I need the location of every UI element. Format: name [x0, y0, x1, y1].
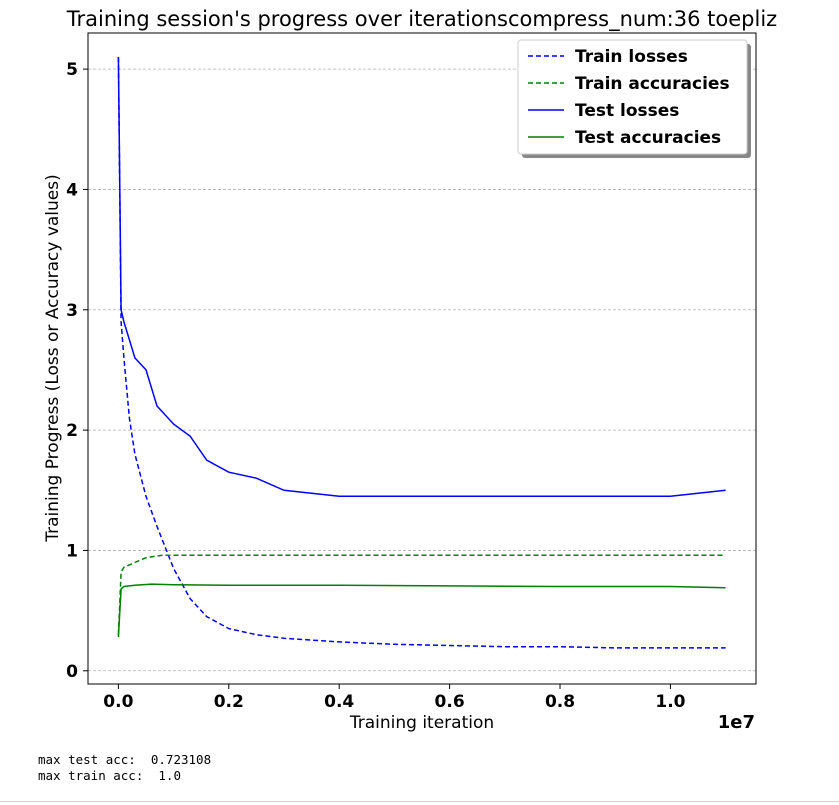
- max-test-acc-text: max test acc: 0.723108: [38, 752, 212, 767]
- y-tick-label: 2: [66, 421, 78, 441]
- legend-label: Test accuracies: [575, 128, 721, 148]
- x-tick-label: 0.0: [103, 692, 133, 712]
- plot-frame: [87, 32, 757, 685]
- x-axis-label: Training iteration: [349, 713, 494, 733]
- y-tick-label: 4: [66, 180, 78, 200]
- output-divider: [0, 801, 839, 802]
- axis-ticks: 0.0 0.2 0.4 0.6 0.8 1.0 0 1 2 3 4 5: [66, 60, 685, 712]
- x-tick-label: 0.4: [324, 692, 354, 712]
- legend-label: Train losses: [575, 47, 688, 67]
- x-tick-label: 0.2: [214, 692, 244, 712]
- legend: Train losses Train accuracies Test losses T…: [517, 39, 751, 158]
- series-line-1: [117, 57, 726, 649]
- y-tick-label: 3: [66, 301, 78, 321]
- x-tick-label: 0.8: [545, 692, 575, 712]
- series-lines: [117, 57, 726, 649]
- y-axis-label: Training Progress (Loss or Accuracy valu…: [43, 174, 63, 543]
- y-tick-label: 1: [66, 541, 78, 561]
- x-offset-label: 1e7: [718, 712, 755, 733]
- chart-title: Training session's progress over iterati…: [66, 7, 777, 32]
- max-train-acc-text: max train acc: 1.0: [38, 768, 181, 783]
- legend-label: Train accuracies: [575, 74, 730, 94]
- series-line-4: [117, 583, 726, 638]
- legend-box: [517, 39, 748, 155]
- grid-lines: [88, 68, 756, 672]
- y-tick-label: 0: [66, 662, 78, 682]
- legend-label: Test losses: [575, 101, 679, 121]
- training-progress-chart: Training session's progress over iterati…: [43, 7, 777, 733]
- y-tick-label: 5: [66, 60, 78, 80]
- series-line-2: [117, 554, 726, 635]
- series-line-3: [117, 57, 726, 498]
- x-tick-label: 0.6: [435, 692, 465, 712]
- x-tick-label: 1.0: [655, 692, 685, 712]
